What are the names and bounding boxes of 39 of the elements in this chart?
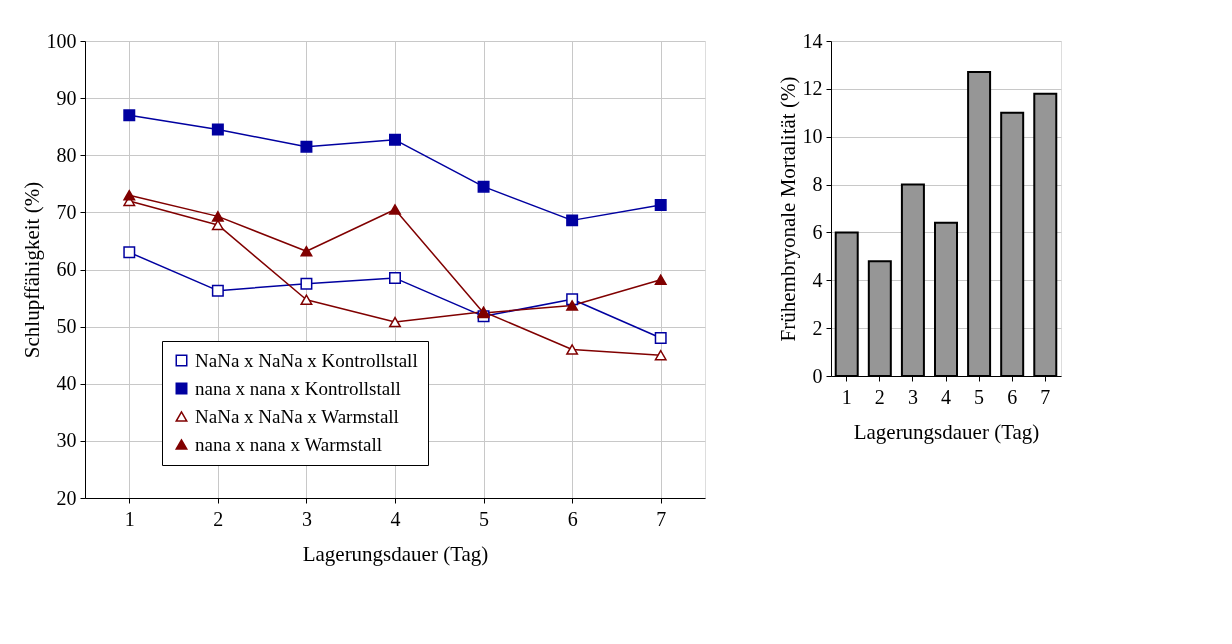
y-tick-label: 4 — [812, 268, 823, 291]
x-tick-label: 4 — [941, 385, 951, 408]
y-tick-label: 6 — [812, 220, 823, 243]
y-axis-title: Schlupffähigkeit (%) — [19, 181, 44, 359]
x-tick-label: 2 — [874, 385, 885, 408]
x-tick-label: 4 — [390, 507, 401, 530]
y-tick-label: 30 — [56, 429, 77, 452]
y-tick-label: 10 — [802, 125, 823, 148]
legend-label: nana x nana x Kontrollstall — [195, 377, 401, 399]
x-axis-title: Lagerungsdauer (Tag) — [302, 541, 489, 566]
y-tick-label: 90 — [56, 86, 77, 109]
x-tick-label: 6 — [567, 507, 578, 530]
x-tick-label: 5 — [974, 385, 985, 408]
x-tick-label: 3 — [907, 385, 918, 408]
y-tick-label: 50 — [56, 315, 77, 338]
y-tick-label: 0 — [812, 364, 823, 387]
x-tick-label: 1 — [841, 385, 852, 408]
x-tick-label: 7 — [1040, 385, 1051, 408]
x-tick-label: 3 — [301, 507, 312, 530]
y-tick-label: 8 — [812, 173, 823, 196]
x-tick-label: 6 — [1007, 385, 1018, 408]
x-axis-title: Lagerungsdauer (Tag) — [853, 419, 1040, 444]
y-tick-label: 12 — [802, 77, 823, 100]
y-tick-label: 40 — [56, 372, 77, 395]
y-tick-label: 70 — [56, 200, 77, 223]
y-tick-label: 14 — [802, 29, 823, 52]
y-tick-label: 2 — [812, 316, 823, 339]
y-axis-title: Frühembryonale Mortalität (%) — [775, 76, 800, 342]
y-tick-label: 100 — [46, 29, 77, 52]
legend-label: nana x nana x Warmstall — [195, 433, 383, 455]
x-tick-label: 1 — [124, 507, 135, 530]
legend-label: NaNa x NaNa x Kontrollstall — [195, 349, 418, 371]
x-tick-label: 5 — [479, 507, 490, 530]
y-tick-label: 80 — [56, 143, 77, 166]
y-tick-label: 60 — [56, 258, 77, 280]
x-tick-label: 2 — [213, 507, 224, 530]
y-tick-label: 20 — [56, 486, 77, 509]
legend-label: NaNa x NaNa x Warmstall — [195, 405, 399, 427]
x-tick-label: 7 — [656, 507, 667, 530]
